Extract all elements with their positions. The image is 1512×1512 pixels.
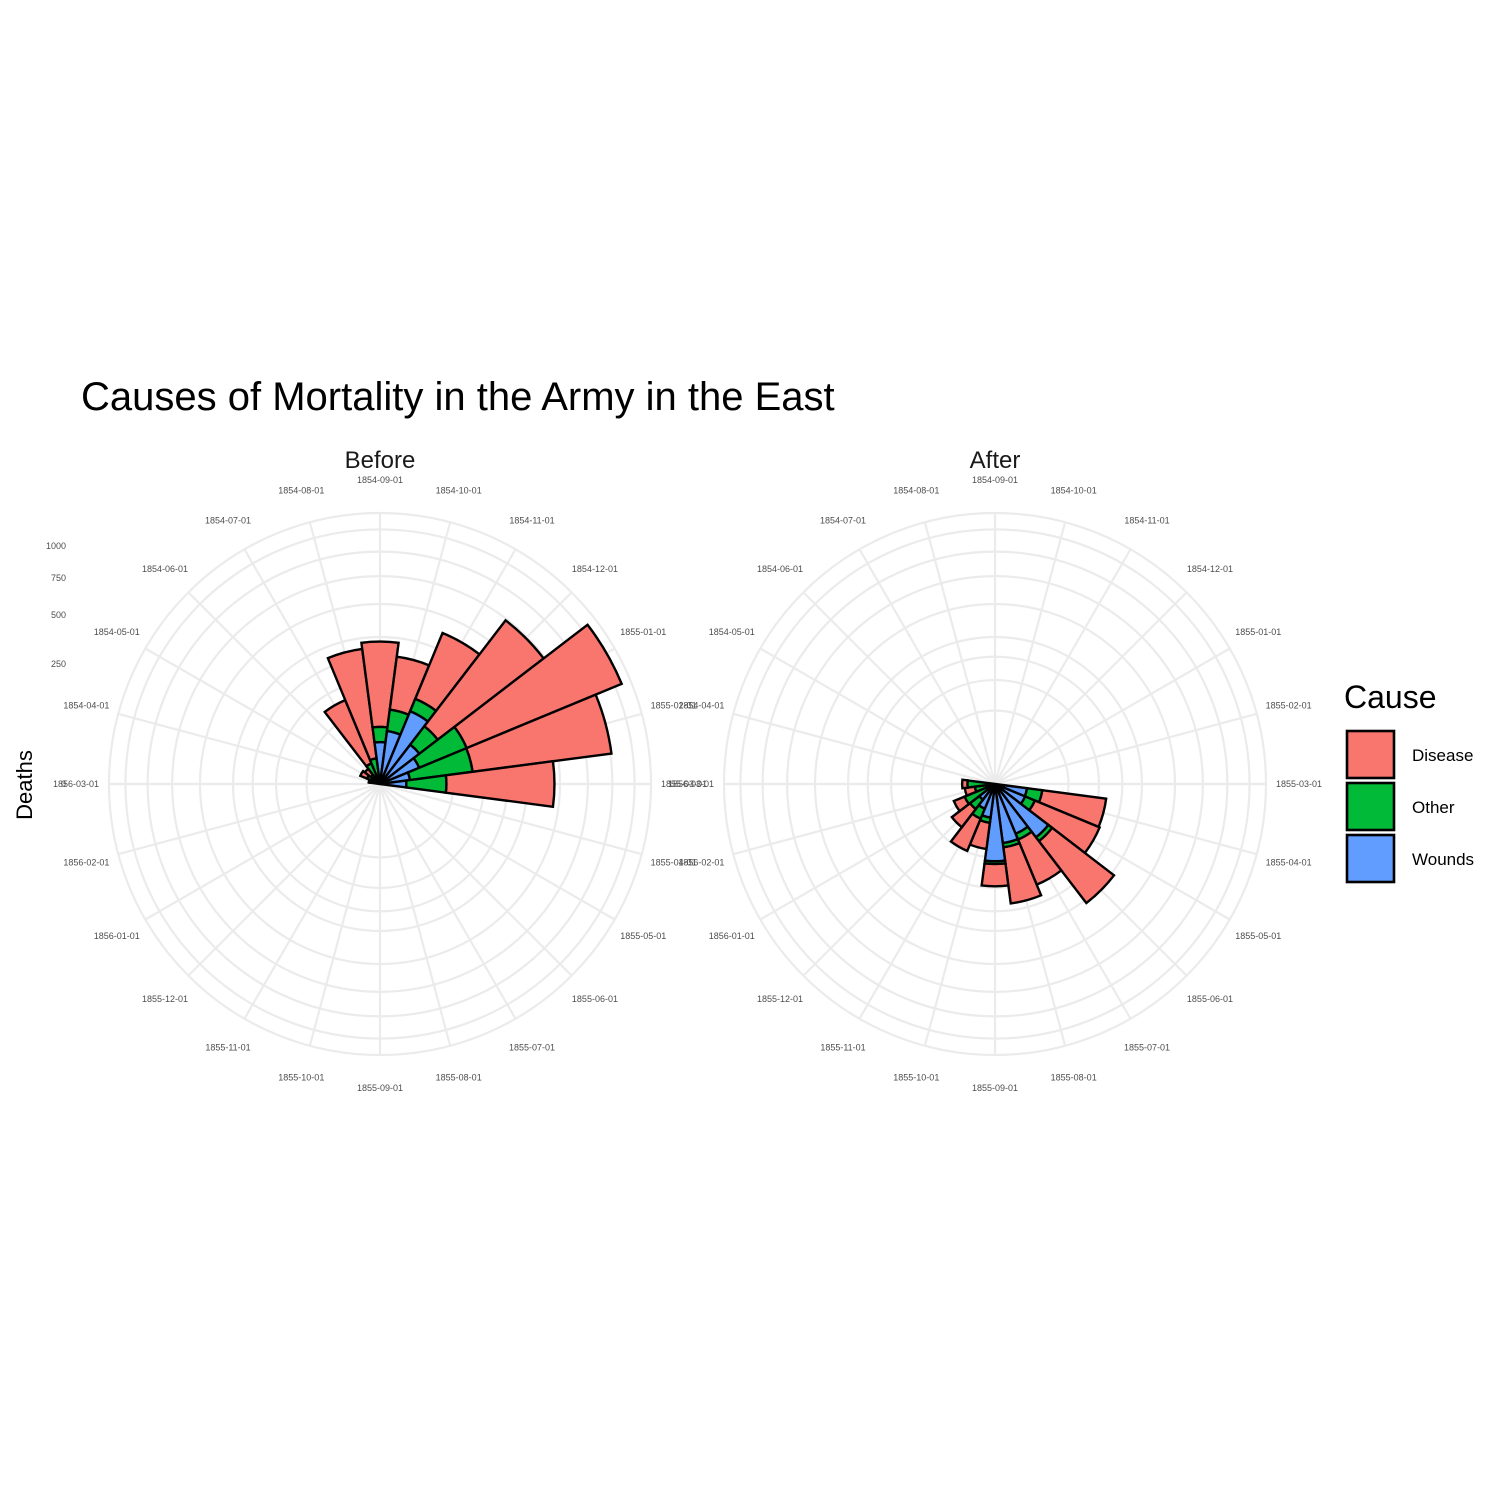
grid-spoke [759,647,996,785]
grid-spoke [117,712,381,786]
legend-key-disease [1345,729,1396,780]
panel-title-before: Before [345,447,416,474]
month-tick-label: 1854-09-01 [972,475,1018,485]
month-tick-label: 1854-06-01 [757,564,803,574]
wedges-before [323,618,624,809]
month-tick-label: 1855-08-01 [436,1073,482,1083]
month-tick-label: 1855-03-01 [661,779,707,789]
legend-label-wounds: Wounds [1412,850,1474,869]
wedge-wounds-1855-03-01 [379,779,408,789]
grid-spoke [308,783,382,1047]
month-tick-label: 1856-03-01 [668,779,714,789]
month-tick-label: 1855-10-01 [278,1073,324,1083]
grid-spoke [117,782,381,856]
wedges-after [949,778,1116,905]
month-tick-label: 1854-06-01 [142,564,188,574]
month-tick-label: 1856-02-01 [63,858,109,868]
panel-after: After 1854-04-01 1854-05-01 1854-06-01 1854-… [668,447,1322,1093]
legend: Cause Disease Other Wounds [1344,679,1474,884]
month-tick-label: 1856-01-01 [709,931,755,941]
grid-spoke [379,783,517,1020]
y-axis-label: Deaths [12,750,37,820]
month-tick-label: 1855-04-01 [651,858,697,868]
grid-spoke [379,783,573,977]
month-tick-label: 1855-12-01 [142,994,188,1004]
grid-spoke [994,548,1132,785]
month-tick-label: 1855-07-01 [1124,1042,1170,1052]
grid-spoke [144,647,381,785]
month-tick-label: 1856-03-01 [53,779,99,789]
grid-spoke [378,783,452,1047]
month-tick-label: 1854-08-01 [893,485,939,495]
legend-title: Cause [1344,679,1437,715]
grid-spoke [187,783,381,977]
radial-tick-label: 750 [51,573,66,583]
month-tick-label: 1854-05-01 [709,627,755,637]
month-tick-label: 1854-09-01 [357,475,403,485]
grid-spoke [994,647,1231,785]
month-tick-label: 1855-11-01 [820,1042,865,1052]
month-tick-label: 1855-02-01 [1266,700,1312,710]
grid-spoke [379,782,643,856]
wedge-disease-1855-09-01 [980,861,1010,888]
month-tick-label: 1855-11-01 [205,1042,250,1052]
wedge-other-1856-03-01 [966,779,996,789]
month-tick-label: 1854-04-01 [678,700,724,710]
month-tick-label: 1855-10-01 [893,1073,939,1083]
month-tick-label: 1854-11-01 [509,516,554,526]
legend-label-other: Other [1412,798,1455,817]
month-tick-label: 1854-04-01 [63,700,109,710]
month-tick-label: 1854-11-01 [1124,516,1169,526]
grid-spoke [994,712,1258,786]
radial-tick-label: 500 [51,610,66,620]
grid-spoke [379,783,616,921]
month-tick-label: 1855-07-01 [509,1042,555,1052]
month-tick-label: 1855-09-01 [357,1083,403,1093]
panel-title-after: After [970,447,1021,474]
radial-tick-label: 250 [51,659,66,669]
month-tick-label: 1855-03-01 [1276,779,1322,789]
radial-tick-labels: 0 250 500 750 1000 [46,541,66,789]
grid-spoke [802,591,996,785]
month-tick-label: 1855-06-01 [1187,994,1233,1004]
month-tick-label: 1854-12-01 [572,564,618,574]
grid-spoke [144,783,381,921]
legend-label-disease: Disease [1412,746,1473,765]
month-tick-label: 1855-01-01 [1235,627,1281,637]
panel-before: Before 1854-04-01 1854-05-01 1854-06-01 1854… [53,447,707,1093]
grid-spoke [243,783,381,1020]
month-tick-label: 1855-02-01 [651,700,697,710]
month-tick-label: 1855-01-01 [620,627,666,637]
grid-spoke [993,521,1067,785]
grid-spoke [994,591,1188,785]
month-tick-label: 1855-09-01 [972,1083,1018,1093]
month-tick-label: 1854-10-01 [436,485,482,495]
grid-spoke [858,548,996,785]
month-tick-label: 1855-08-01 [1051,1073,1097,1083]
month-tick-label: 1854-12-01 [1187,564,1233,574]
month-tick-label: 1854-07-01 [205,516,251,526]
month-tick-label: 1854-05-01 [94,627,140,637]
month-tick-label: 1854-07-01 [820,516,866,526]
month-tick-label: 1855-05-01 [620,931,666,941]
chart-title: Causes of Mortality in the Army in the E… [81,375,835,419]
grid-spoke [732,782,996,856]
month-tick-label: 1855-05-01 [1235,931,1281,941]
grid-spoke [923,521,997,785]
wedge-wounds-1855-09-01 [983,783,1007,863]
month-tick-label: 1854-08-01 [278,485,324,495]
radial-tick-label: 1000 [46,541,66,551]
month-tick-label: 1855-04-01 [1266,858,1312,868]
month-tick-label: 1855-06-01 [572,994,618,1004]
month-tick-label: 1856-01-01 [94,931,140,941]
grid-spoke [187,591,381,785]
grid-spoke [732,712,996,786]
month-tick-label: 1854-10-01 [1051,485,1097,495]
legend-key-wounds [1345,833,1396,884]
month-tick-label: 1856-02-01 [678,858,724,868]
month-tick-label: 1855-12-01 [757,994,803,1004]
legend-key-other [1345,781,1396,832]
radial-tick-label: 0 [61,779,66,789]
